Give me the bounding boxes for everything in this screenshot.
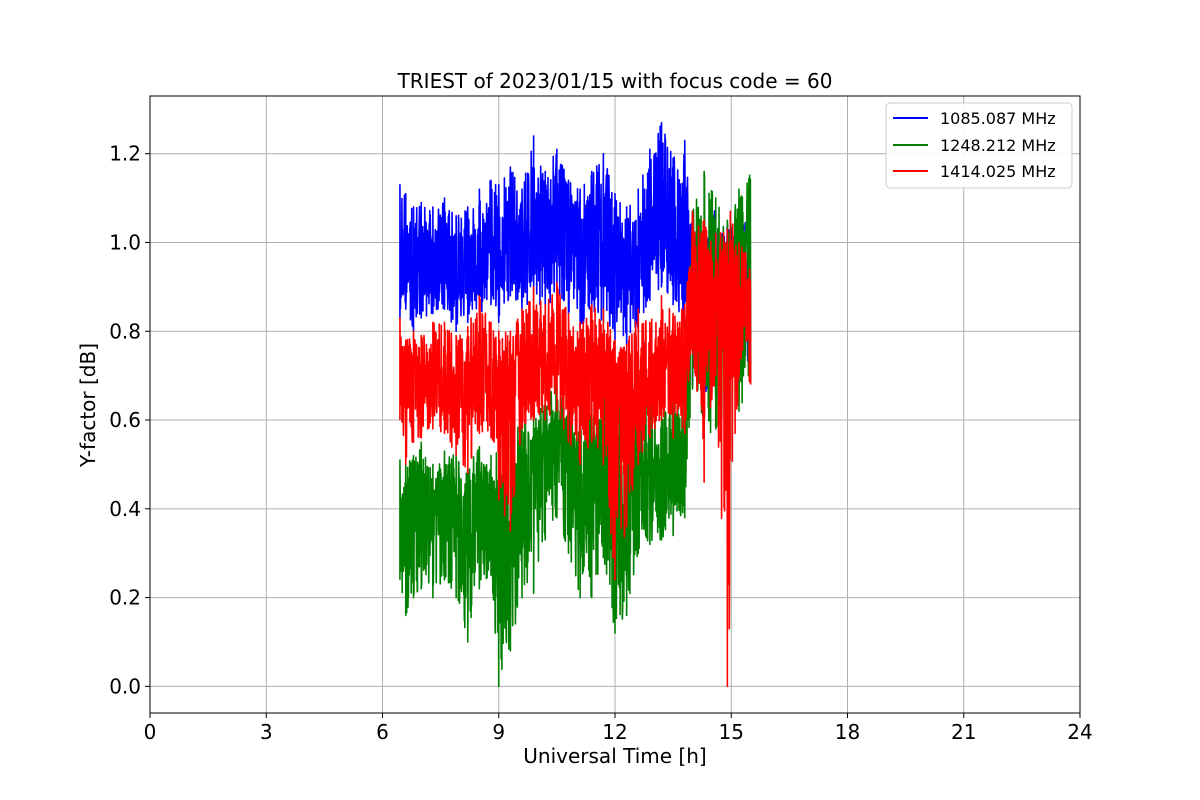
y-tick-label: 0.0 bbox=[109, 674, 141, 698]
y-tick-label: 0.8 bbox=[109, 319, 141, 343]
x-tick-label: 24 bbox=[1067, 720, 1092, 744]
y-axis-label: Y-factor [dB] bbox=[76, 343, 100, 468]
legend-box bbox=[885, 102, 1073, 189]
series-line-3 bbox=[399, 210, 752, 688]
x-tick-label: 0 bbox=[144, 720, 157, 744]
legend-label-2: 1248.212 MHz bbox=[940, 136, 1056, 155]
legend-label-1: 1085.087 MHz bbox=[940, 109, 1056, 128]
x-axis-label: Universal Time [h] bbox=[523, 744, 706, 768]
x-tick-label: 12 bbox=[602, 720, 627, 744]
y-tick-label: 0.4 bbox=[109, 497, 141, 521]
y-tick-label: 1.2 bbox=[109, 142, 141, 166]
y-tick-label: 0.6 bbox=[109, 408, 141, 432]
legend: 1085.087 MHz 1248.212 MHz 1414.025 MHz bbox=[885, 102, 1073, 189]
x-axis: 0 3 6 9 12 15 18 21 24 bbox=[144, 713, 1093, 744]
x-tick-label: 6 bbox=[376, 720, 389, 744]
y-tick-label: 1.0 bbox=[109, 230, 141, 254]
x-tick-label: 3 bbox=[260, 720, 273, 744]
x-tick-label: 18 bbox=[835, 720, 860, 744]
y-tick-label: 0.2 bbox=[109, 586, 141, 610]
x-tick-label: 21 bbox=[951, 720, 976, 744]
chart-title: TRIEST of 2023/01/15 with focus code = 6… bbox=[397, 69, 833, 93]
x-tick-label: 15 bbox=[719, 720, 744, 744]
x-tick-label: 9 bbox=[492, 720, 505, 744]
legend-label-3: 1414.025 MHz bbox=[940, 162, 1056, 181]
series-layer bbox=[399, 121, 752, 688]
y-axis: 0.0 0.2 0.4 0.6 0.8 1.0 1.2 bbox=[109, 142, 150, 698]
